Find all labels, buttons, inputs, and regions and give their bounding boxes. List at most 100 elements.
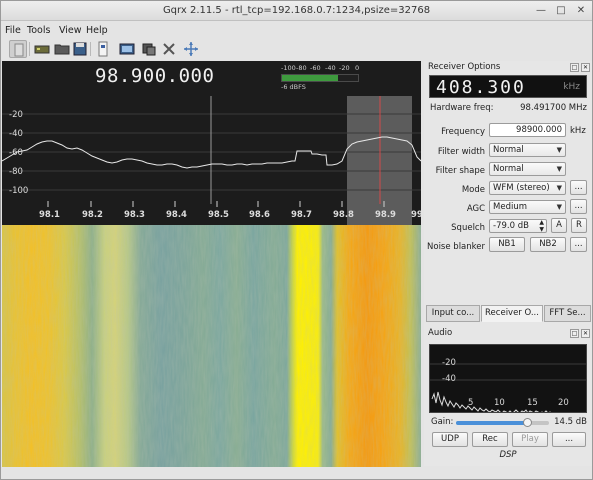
receiver-options-header: Receiver Options □ ✕	[424, 62, 592, 74]
mode-label: Mode	[461, 185, 485, 195]
nb2-button[interactable]: NB2	[530, 237, 566, 252]
menu-tools[interactable]: Tools	[27, 25, 51, 36]
squelch-spinbox[interactable]: -79.0 dB ▲ ▼	[489, 219, 547, 233]
nb1-button[interactable]: NB1	[489, 237, 525, 252]
x-tick-label: 98.5	[208, 210, 229, 220]
x-tick-label: 98.2	[82, 210, 103, 220]
dock-float-icon[interactable]: □	[570, 329, 579, 338]
center-fft-icon[interactable]	[182, 40, 200, 58]
chevron-down-icon: ▼	[556, 146, 562, 154]
meter-fill	[282, 75, 339, 81]
gain-label: Gain:	[431, 417, 454, 427]
screenshot-icon[interactable]	[118, 40, 136, 58]
meter-tick-label: -60	[310, 64, 321, 72]
center-frequency-display[interactable]: 98.900.000	[95, 65, 215, 87]
meter-tick-label: 0	[355, 64, 360, 72]
spin-arrows-icon: ▲ ▼	[539, 219, 544, 233]
x-tick-label: 98.1	[39, 210, 60, 220]
io-config-icon[interactable]	[94, 40, 112, 58]
waterfall-display[interactable]	[2, 225, 421, 467]
frequency-unit-label: kHz	[570, 126, 586, 136]
spectrum-trace	[2, 136, 421, 169]
meter-tick-label: -80	[296, 64, 307, 72]
save-icon[interactable]	[71, 40, 89, 58]
hardware-freq-label: Hardware freq:	[430, 103, 494, 113]
filter-shape-label: Filter shape	[435, 166, 485, 176]
slider-handle[interactable]	[522, 418, 532, 427]
tab-fft-settings[interactable]: FFT Se...	[544, 305, 591, 322]
noise-blanker-label: Noise blanker	[427, 242, 485, 252]
udp-button[interactable]: UDP	[432, 432, 468, 447]
squelch-auto-button[interactable]: A	[551, 218, 567, 233]
status-bar	[1, 467, 592, 479]
audio-y-tick-label: -20	[442, 358, 456, 368]
minimize-icon[interactable]: —	[536, 5, 546, 16]
power-icon[interactable]	[9, 40, 27, 58]
meter-bar	[281, 74, 359, 82]
agc-options-button[interactable]: ...	[570, 199, 587, 214]
audio-x-tick-label: 15	[527, 398, 538, 408]
dock-float-icon[interactable]: □	[570, 63, 579, 72]
filter-shape-select[interactable]: Normal ▼	[489, 162, 566, 176]
filter-width-select[interactable]: Normal ▼	[489, 143, 566, 157]
x-tick-label: 98.6	[249, 210, 270, 220]
nb-options-button[interactable]: ...	[570, 237, 587, 252]
play-button[interactable]: Play	[512, 432, 548, 447]
frequency-label: Frequency	[441, 127, 485, 137]
menu-bar: File Tools View Help	[1, 22, 592, 38]
spectrum-graph	[2, 96, 421, 225]
dock-close-icon[interactable]: ✕	[581, 329, 590, 338]
filter-shape-value: Normal	[493, 164, 524, 174]
spectrum-plot[interactable]: 98.900.000 -20 -40 -60 -80 -100 98.1 98.…	[2, 61, 421, 225]
meter-tick-label: -40	[325, 64, 336, 72]
audio-title: Audio	[428, 328, 453, 338]
audio-x-tick-label: 20	[558, 398, 569, 408]
audio-gain-slider[interactable]	[456, 418, 549, 427]
tab-input-controls[interactable]: Input co...	[426, 305, 480, 322]
window-title: Gqrx 2.11.5 - rtl_tcp=192.168.0.7:1234,p…	[162, 5, 431, 16]
offset-frequency-unit: kHz	[563, 82, 580, 92]
rec-button[interactable]: Rec	[472, 432, 508, 447]
x-tick-label: 98.3	[124, 210, 145, 220]
dsp-label: DSP	[499, 450, 517, 460]
menu-help[interactable]: Help	[86, 25, 108, 36]
gain-value: 14.5 dB	[554, 417, 587, 427]
audio-spectrum-trace	[431, 391, 552, 412]
chevron-down-icon: ▼	[556, 184, 562, 192]
y-tick-label: -100	[9, 186, 29, 196]
x-tick-label: 98.7	[291, 210, 312, 220]
offset-frequency-digits: 408.300	[436, 77, 526, 98]
tab-receiver-options[interactable]: Receiver O...	[481, 305, 543, 322]
audio-gain-fill	[456, 421, 527, 425]
toolbar-separator	[29, 42, 30, 56]
squelch-value: -79.0 dB	[493, 221, 529, 231]
hardware-freq-value: 98.491700 MHz	[520, 103, 587, 113]
x-tick-label: 98.9	[375, 210, 396, 220]
remote-icon[interactable]	[140, 40, 158, 58]
maximize-icon[interactable]: □	[556, 5, 566, 16]
close-icon[interactable]: ✕	[576, 5, 586, 16]
toolbar-separator	[90, 42, 91, 56]
audio-options-button[interactable]: ...	[552, 432, 586, 447]
menu-view[interactable]: View	[59, 25, 82, 36]
agc-select[interactable]: Medium ▼	[489, 200, 566, 214]
chevron-down-icon: ▼	[556, 165, 562, 173]
dock-tabs: Input co... Receiver O... FFT Se...	[424, 305, 592, 322]
y-tick-label: -80	[9, 167, 23, 177]
title-bar: Gqrx 2.11.5 - rtl_tcp=192.168.0.7:1234,p…	[1, 1, 592, 21]
mode-select[interactable]: WFM (stereo) ▼	[489, 181, 566, 195]
dock-close-icon[interactable]: ✕	[581, 63, 590, 72]
menu-file[interactable]: File	[5, 25, 21, 36]
audio-spectrum-plot: -20 -40 5 10 15 20	[429, 344, 587, 413]
open-icon[interactable]	[53, 40, 71, 58]
filter-width-label: Filter width	[437, 147, 485, 157]
tools-icon[interactable]	[160, 40, 178, 58]
signal-meter: -100 -80 -60 -40 -20 0 -6 dBFS	[281, 64, 361, 92]
audio-spectrum-graph	[430, 363, 586, 412]
frequency-input[interactable]: 98900.000	[489, 123, 566, 137]
offset-frequency-display[interactable]: 408.300 kHz	[429, 75, 587, 98]
squelch-reset-button[interactable]: R	[571, 218, 587, 233]
device-icon[interactable]	[33, 40, 51, 58]
x-tick-label: 98.4	[166, 210, 187, 220]
mode-options-button[interactable]: ...	[570, 180, 587, 195]
